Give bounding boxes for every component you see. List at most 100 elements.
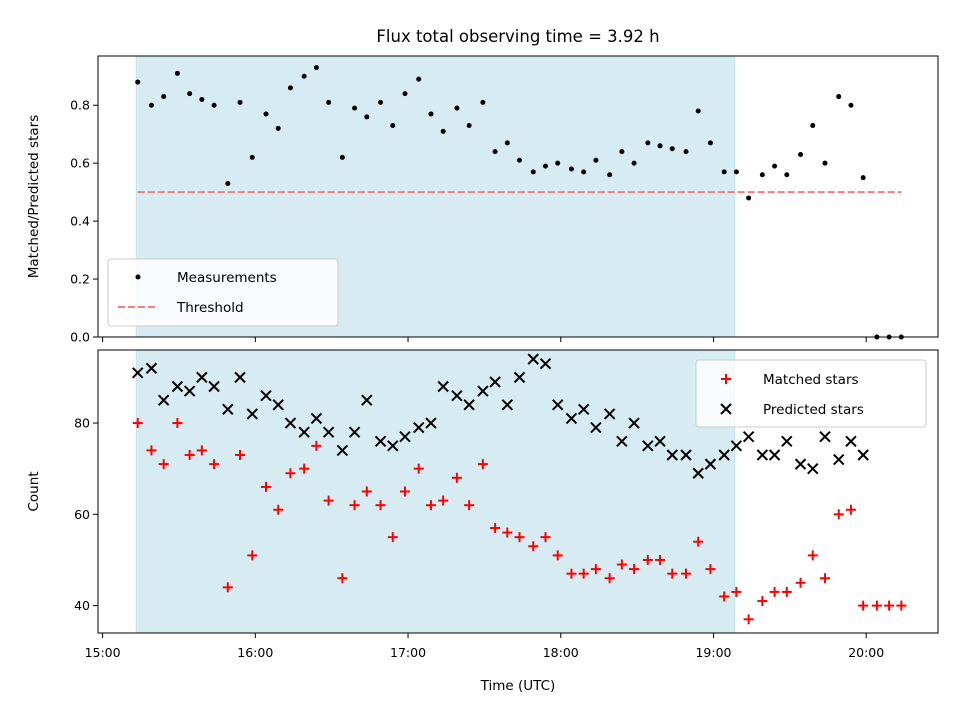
y-tick-label: 0.2: [70, 272, 90, 287]
measurement-point: [530, 169, 536, 175]
measurement-point: [416, 76, 422, 82]
predicted-stars-point: [603, 408, 616, 420]
matched-stars-point: [337, 573, 348, 584]
matched-stars-point: [769, 586, 780, 597]
plot-frame-top: [97, 55, 939, 338]
predicted-stars-point: [196, 371, 208, 384]
matched-stars-point: [833, 509, 844, 520]
matched-stars-point: [146, 445, 157, 456]
legend-top: Measurements Threshold: [107, 258, 339, 327]
matched-stars-point: [629, 564, 640, 575]
matched-stars-point: [209, 459, 220, 470]
matched-stars-point: [299, 463, 310, 474]
measurement-point: [631, 160, 637, 166]
measurement-point: [619, 149, 625, 155]
matched-stars-point: [604, 573, 615, 584]
matched-stars-point: [681, 568, 691, 579]
predicted-stars-point: [616, 435, 628, 447]
predicted-stars-point: [680, 449, 692, 461]
measurement-point: [454, 105, 460, 111]
panel-ratio: 0.00.20.40.60.8 Matched/Predicted stars …: [26, 55, 939, 345]
measurement-point: [860, 175, 866, 181]
legend-marker-measurements: [135, 274, 141, 280]
x-tick-label: 15:00: [85, 645, 121, 660]
predicted-stars-point: [692, 467, 704, 479]
predicted-stars-point: [730, 440, 743, 452]
measurement-point: [275, 125, 281, 131]
x-axis-label: Time (UTC): [480, 678, 556, 694]
matched-stars-point: [438, 495, 449, 506]
predicted-stars-point: [590, 421, 602, 434]
matched-stars-point: [425, 500, 436, 511]
predicted-stars-point: [819, 431, 831, 443]
x-tick-label: 20:00: [848, 645, 884, 660]
matched-stars-point: [642, 554, 653, 565]
measurement-point: [695, 108, 701, 114]
legend-bottom: Matched stars Predicted stars: [695, 359, 927, 428]
predicted-stars-point: [552, 399, 564, 411]
matched-stars-point: [743, 614, 754, 625]
matched-stars-point: [375, 500, 386, 511]
predicted-stars-point: [157, 394, 170, 406]
matched-stars-point: [552, 550, 563, 561]
measurement-point: [249, 154, 255, 160]
matched-stars-point: [578, 568, 589, 579]
matched-stars-point: [261, 481, 271, 492]
measurement-point: [733, 169, 739, 175]
matched-stars-point: [616, 559, 627, 570]
predicted-stars-point: [718, 449, 730, 461]
predicted-stars-point: [437, 380, 449, 393]
measurement-point: [746, 195, 752, 201]
predicted-stars-point: [413, 421, 425, 434]
matched-stars-point: [172, 418, 183, 429]
ratio-series-layer: [135, 65, 904, 340]
measurement-point: [707, 140, 713, 146]
chart-title: Flux total observing time = 3.92 h: [376, 27, 659, 46]
matched-stars-point: [896, 600, 907, 611]
predicted-stars-point: [387, 440, 399, 452]
matched-stars-point: [399, 486, 410, 497]
measurement-point: [174, 70, 180, 76]
measurement-point: [581, 169, 587, 175]
predicted-stars-point: [222, 403, 234, 416]
predicted-stars-point: [260, 389, 272, 402]
measurement-point: [772, 163, 778, 169]
predicted-stars-point: [781, 435, 793, 447]
matched-stars-point: [387, 532, 398, 543]
measurement-point: [593, 157, 599, 163]
measurement-point: [263, 111, 269, 117]
matched-stars-point: [285, 468, 296, 479]
y-tick-label: 40: [74, 598, 90, 613]
measurement-point: [390, 123, 396, 129]
predicted-stars-point: [628, 417, 640, 429]
measurement-point: [721, 169, 727, 175]
count-series-layer: [132, 353, 907, 625]
matched-stars-point: [705, 564, 716, 575]
x-tick-label: 19:00: [695, 645, 731, 660]
predicted-stars-point: [145, 362, 158, 374]
predicted-stars-point: [272, 399, 284, 411]
legend-box-top: [107, 258, 339, 327]
y-tick-label: 0.6: [70, 156, 90, 171]
measurement-point: [364, 114, 370, 120]
y-tick-label: 60: [74, 507, 90, 522]
predicted-stars-point: [399, 431, 411, 443]
measurement-point: [352, 105, 358, 111]
measurement-point: [822, 160, 828, 166]
matched-stars-point: [361, 486, 372, 497]
panel-counts: 40 60 80 15:00 16:00 17:00 18:00 19:00 20:00 Co…: [26, 349, 939, 694]
predicted-stars-point: [208, 380, 220, 393]
predicted-stars-point: [246, 408, 258, 420]
measurement-point: [683, 149, 689, 155]
measurement-point: [669, 146, 675, 152]
matched-stars-point: [731, 586, 742, 597]
measurement-point: [836, 94, 842, 100]
matched-stars-point: [184, 449, 195, 460]
x-tick-label: 16:00: [237, 645, 273, 660]
predicted-stars-point: [857, 449, 869, 461]
measurement-point: [568, 166, 574, 172]
predicted-stars-point: [666, 449, 678, 461]
plot-frame-bottom: [97, 349, 939, 634]
legend-label-threshold: Threshold: [176, 300, 244, 316]
